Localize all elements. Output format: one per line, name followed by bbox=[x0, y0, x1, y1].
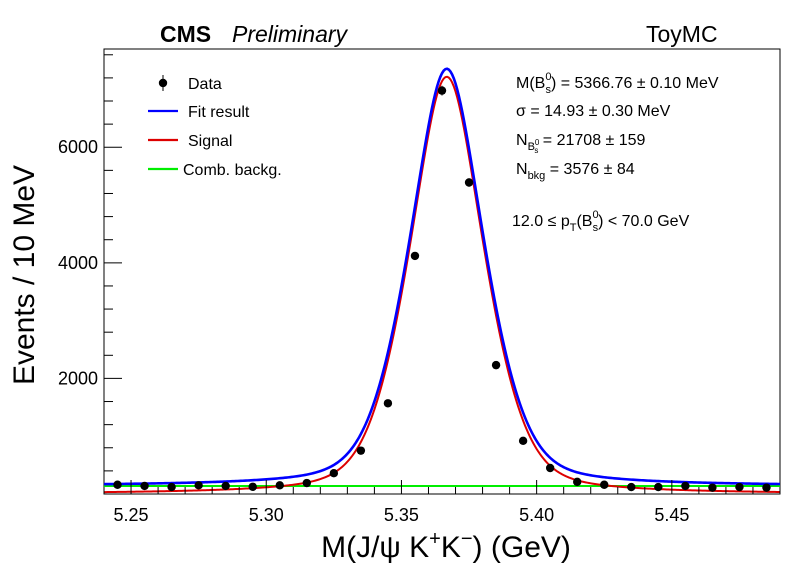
data-point bbox=[573, 477, 582, 487]
data-point bbox=[600, 480, 609, 489]
legend-entry-data: Data bbox=[158, 75, 222, 93]
y-tick-label: 2000 bbox=[58, 368, 98, 388]
data-points bbox=[113, 85, 771, 492]
sigma-result: σ = 14.93 ± 0.30 MeV bbox=[516, 103, 671, 120]
cms-label: CMS bbox=[160, 21, 211, 47]
data-point bbox=[356, 446, 366, 455]
y-axis-title: Events / 10 MeV bbox=[8, 165, 41, 385]
legend-signal-label: Signal bbox=[188, 133, 232, 150]
x-axis-title: M(J/ψ K+K−) (GeV) bbox=[321, 528, 571, 564]
fit-curve bbox=[103, 67, 781, 486]
legend-bkg-label: Comb. backg. bbox=[183, 162, 282, 179]
signal-yield: NB0 s = 21708 ± 159 bbox=[516, 132, 646, 155]
plot-frame bbox=[103, 48, 781, 495]
legend-entry-signal: Signal bbox=[148, 133, 232, 150]
legend: Data Fit result Signal Comb. backg. bbox=[148, 75, 282, 179]
y-tick-label: 6000 bbox=[58, 137, 98, 157]
data-point bbox=[275, 481, 284, 490]
data-point bbox=[437, 86, 447, 95]
data-point bbox=[329, 468, 339, 478]
data-point bbox=[735, 482, 744, 492]
legend-data-label: Data bbox=[188, 76, 222, 93]
data-point bbox=[140, 481, 149, 491]
data-point bbox=[491, 360, 501, 370]
data-point bbox=[708, 483, 717, 492]
data-point bbox=[194, 481, 203, 490]
y-tick-label: 4000 bbox=[58, 253, 98, 273]
preliminary-label: Preliminary bbox=[232, 21, 349, 47]
mass-result: M(B0 s) = 5366.76 ± 0.10 MeV bbox=[516, 71, 719, 96]
fit-curves bbox=[103, 67, 781, 494]
data-point bbox=[762, 483, 771, 492]
y-axis-ticks: 2000 4000 6000 bbox=[58, 54, 122, 472]
legend-fit-label: Fit result bbox=[188, 104, 250, 121]
background-yield: Nbkg = 3576 ± 84 bbox=[516, 161, 635, 182]
data-point bbox=[248, 482, 257, 491]
legend-entry-fit: Fit result bbox=[148, 104, 250, 121]
legend-data-marker bbox=[158, 78, 168, 88]
data-point bbox=[518, 436, 528, 446]
x-tick-label: 5.40 bbox=[519, 505, 554, 525]
data-point bbox=[113, 480, 122, 489]
data-point bbox=[464, 178, 474, 187]
x-tick-label: 5.35 bbox=[384, 505, 419, 525]
data-point bbox=[383, 399, 393, 408]
data-point bbox=[221, 481, 230, 491]
toymc-label: ToyMC bbox=[646, 21, 718, 47]
x-tick-label: 5.25 bbox=[114, 505, 149, 525]
x-tick-label: 5.30 bbox=[249, 505, 284, 525]
signal-curve bbox=[103, 75, 781, 494]
pt-range: 12.0 ≤ pT(B0 s) < 70.0 GeV bbox=[512, 209, 690, 234]
data-point bbox=[654, 482, 663, 492]
data-point bbox=[627, 482, 636, 492]
data-point bbox=[681, 481, 690, 491]
legend-entry-bkg: Comb. backg. bbox=[148, 162, 282, 179]
x-tick-label: 5.45 bbox=[654, 505, 689, 525]
data-point bbox=[410, 251, 420, 261]
data-point bbox=[167, 482, 176, 492]
x-axis-ticks: 5.25 5.30 5.35 5.40 5.45 bbox=[103, 480, 781, 525]
data-point bbox=[545, 463, 555, 473]
data-point bbox=[302, 478, 311, 488]
